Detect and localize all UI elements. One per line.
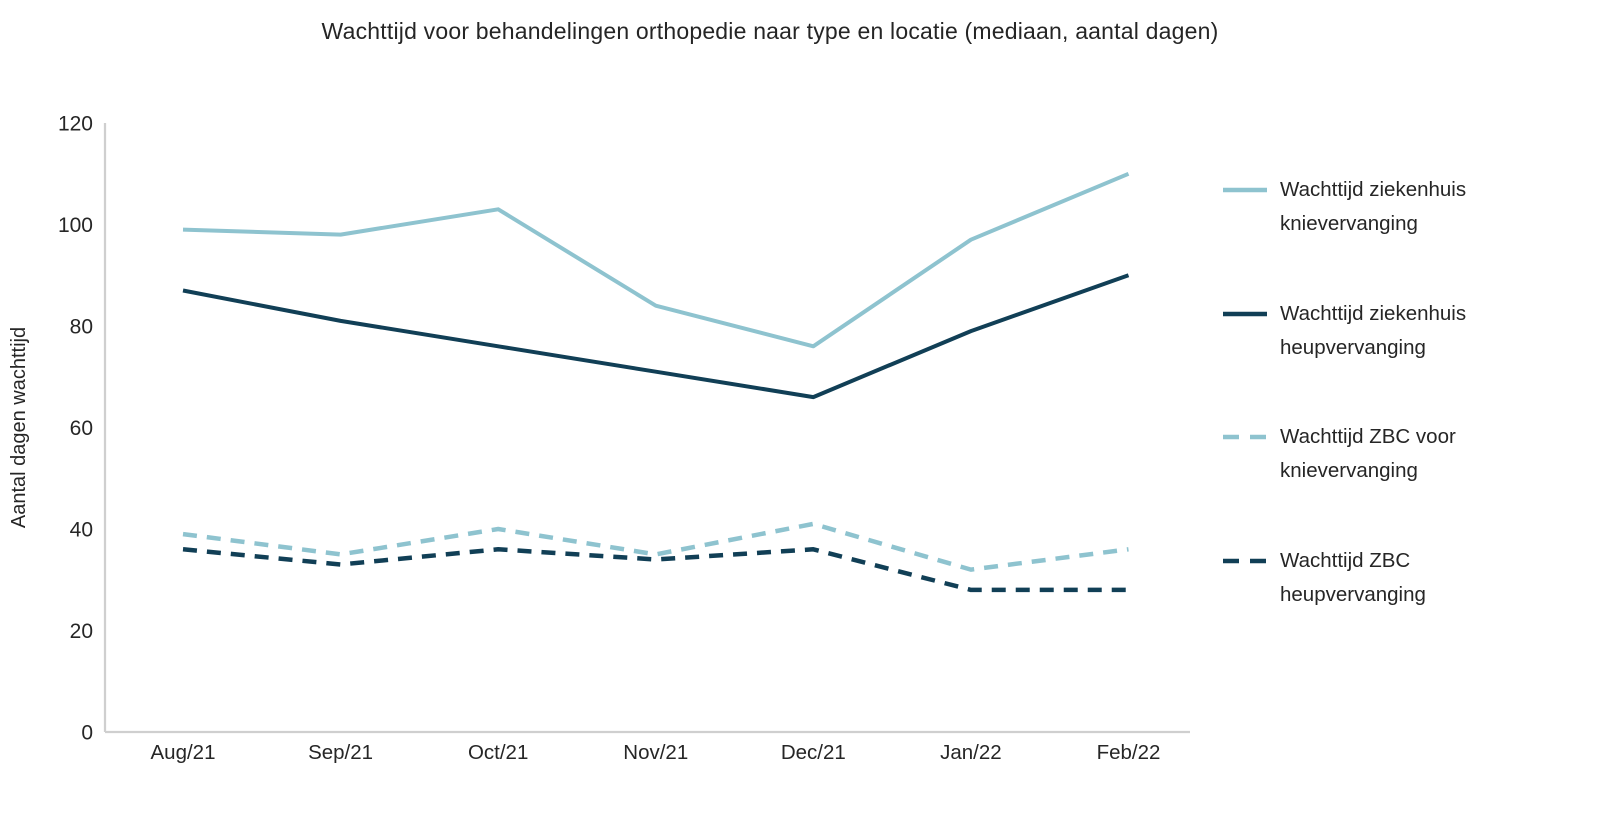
x-tick-label: Sep/21 bbox=[308, 741, 373, 764]
y-tick-label: 20 bbox=[70, 620, 93, 643]
y-tick-label: 40 bbox=[70, 519, 93, 542]
dashed-line-swatch-icon bbox=[1223, 558, 1267, 564]
legend-item: Wachttijd ziekenhuis heupvervanging bbox=[1222, 297, 1502, 365]
x-tick-label: Nov/21 bbox=[623, 741, 688, 764]
legend-item: Wachttijd ZBC heupvervanging bbox=[1222, 544, 1502, 612]
x-tick-label: Aug/21 bbox=[151, 741, 216, 764]
legend-item: Wachttijd ziekenhuis knievervanging bbox=[1222, 173, 1502, 241]
solid-line-swatch-icon bbox=[1223, 187, 1267, 193]
y-axis-title: Aantal dagen wachttijd bbox=[8, 327, 30, 528]
solid-line-swatch-icon bbox=[1223, 311, 1267, 317]
series-line-0 bbox=[182, 171, 1130, 349]
legend-label: Wachttijd ziekenhuis knievervanging bbox=[1280, 178, 1467, 235]
y-tick-label: 0 bbox=[81, 722, 93, 745]
y-tick-label: 100 bbox=[58, 214, 93, 237]
y-tick-label: 80 bbox=[70, 316, 93, 339]
legend-label: Wachttijd ZBC voor knievervanging bbox=[1280, 425, 1456, 482]
x-tick-label: Jan/22 bbox=[940, 741, 1002, 764]
y-tick-label: 60 bbox=[70, 417, 93, 440]
series-line-1 bbox=[182, 273, 1130, 400]
x-tick-label: Dec/21 bbox=[781, 741, 846, 764]
dashed-line-swatch-icon bbox=[1223, 434, 1267, 440]
legend-item: Wachttijd ZBC voor knievervanging bbox=[1222, 420, 1502, 488]
y-tick-label: 120 bbox=[58, 113, 93, 136]
x-tick-label: Feb/22 bbox=[1097, 741, 1161, 764]
chart-title: Wachttijd voor behandelingen orthopedie … bbox=[321, 18, 1219, 44]
legend-label: Wachttijd ziekenhuis heupvervanging bbox=[1280, 302, 1467, 359]
legend-label: Wachttijd ZBC heupvervanging bbox=[1280, 549, 1426, 606]
x-tick-label: Oct/21 bbox=[468, 741, 528, 764]
series-line-2 bbox=[182, 521, 1129, 572]
series-line-3 bbox=[182, 547, 1129, 593]
